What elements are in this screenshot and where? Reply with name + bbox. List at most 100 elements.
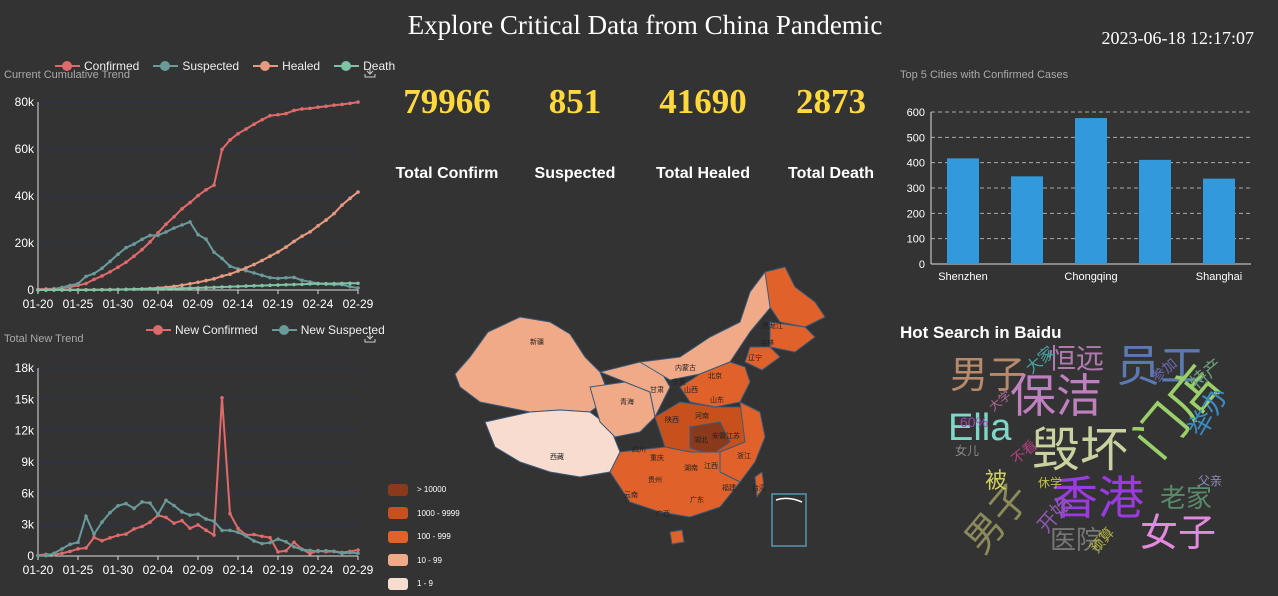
hot-word[interactable]: 女子 bbox=[1140, 513, 1217, 555]
data-point[interactable] bbox=[292, 239, 296, 244]
data-point[interactable] bbox=[252, 532, 256, 537]
data-point[interactable] bbox=[276, 250, 280, 254]
data-point[interactable] bbox=[308, 282, 312, 286]
data-point[interactable] bbox=[156, 512, 160, 517]
data-point[interactable] bbox=[132, 506, 136, 511]
bar[interactable] bbox=[1203, 178, 1235, 264]
data-point[interactable] bbox=[356, 190, 360, 194]
data-point[interactable] bbox=[356, 286, 360, 290]
data-point[interactable] bbox=[340, 551, 344, 556]
data-point[interactable] bbox=[212, 519, 216, 523]
data-point[interactable] bbox=[292, 282, 296, 287]
data-point[interactable] bbox=[164, 515, 168, 520]
map-legend-item[interactable]: > 10000 bbox=[388, 478, 460, 502]
data-point[interactable] bbox=[212, 183, 216, 187]
china-map[interactable]: 新疆 西藏 青海 甘肃 内蒙古 黑龙江 吉林 辽宁 北京 宁夏 山西 山东 陕西… bbox=[450, 262, 850, 552]
data-point[interactable] bbox=[92, 287, 96, 292]
data-point[interactable] bbox=[124, 287, 128, 292]
data-point[interactable] bbox=[116, 503, 120, 508]
data-point[interactable] bbox=[108, 270, 112, 274]
bar[interactable] bbox=[1011, 176, 1043, 264]
data-point[interactable] bbox=[276, 276, 280, 281]
data-point[interactable] bbox=[236, 269, 240, 273]
data-point[interactable] bbox=[260, 283, 264, 288]
data-point[interactable] bbox=[148, 233, 152, 238]
data-point[interactable] bbox=[204, 237, 208, 241]
data-point[interactable] bbox=[36, 288, 40, 292]
data-point[interactable] bbox=[180, 223, 184, 227]
hot-word[interactable]: 休学 bbox=[1038, 476, 1063, 490]
data-point[interactable] bbox=[188, 281, 192, 286]
data-point[interactable] bbox=[204, 285, 208, 290]
data-point[interactable] bbox=[284, 245, 288, 249]
province-south[interactable] bbox=[609, 446, 741, 518]
data-point[interactable] bbox=[268, 254, 272, 259]
province-hubei[interactable] bbox=[689, 421, 731, 455]
data-point[interactable] bbox=[76, 547, 80, 551]
data-point[interactable] bbox=[68, 288, 72, 292]
data-point[interactable] bbox=[196, 523, 200, 527]
data-point[interactable] bbox=[196, 512, 200, 516]
data-point[interactable] bbox=[76, 540, 80, 545]
data-point[interactable] bbox=[308, 106, 312, 111]
data-point[interactable] bbox=[236, 530, 240, 535]
data-point[interactable] bbox=[276, 283, 280, 287]
data-point[interactable] bbox=[84, 546, 88, 550]
province-taiwan[interactable] bbox=[754, 471, 765, 498]
data-point[interactable] bbox=[52, 288, 56, 292]
data-point[interactable] bbox=[260, 541, 264, 546]
data-point[interactable] bbox=[44, 553, 48, 558]
hot-word[interactable]: 香港 bbox=[1052, 472, 1144, 524]
data-point[interactable] bbox=[300, 107, 304, 111]
data-point[interactable] bbox=[292, 275, 296, 280]
data-point[interactable] bbox=[156, 231, 160, 235]
data-point[interactable] bbox=[292, 544, 296, 549]
data-point[interactable] bbox=[348, 281, 352, 286]
data-point[interactable] bbox=[196, 280, 200, 285]
data-point[interactable] bbox=[220, 395, 224, 400]
data-point[interactable] bbox=[332, 281, 336, 286]
data-point[interactable] bbox=[92, 535, 96, 540]
data-point[interactable] bbox=[316, 281, 320, 286]
data-point[interactable] bbox=[228, 528, 232, 533]
data-point[interactable] bbox=[36, 553, 40, 558]
data-point[interactable] bbox=[204, 517, 208, 521]
data-point[interactable] bbox=[140, 500, 144, 504]
hot-word[interactable]: 老家 bbox=[1160, 483, 1213, 513]
data-point[interactable] bbox=[284, 275, 288, 280]
data-point[interactable] bbox=[300, 234, 304, 239]
data-point[interactable] bbox=[76, 288, 80, 292]
legend-item[interactable]: Healed bbox=[253, 59, 320, 73]
data-point[interactable] bbox=[100, 538, 104, 543]
legend-item[interactable]: New Confirmed bbox=[146, 323, 258, 337]
data-point[interactable] bbox=[124, 260, 128, 265]
data-point[interactable] bbox=[348, 284, 352, 289]
download-icon[interactable] bbox=[364, 331, 376, 343]
hot-word[interactable]: 恒远 bbox=[1048, 345, 1105, 374]
data-point[interactable] bbox=[148, 520, 152, 525]
data-point[interactable] bbox=[92, 271, 96, 276]
province-xinjiang[interactable] bbox=[454, 316, 611, 413]
data-point[interactable] bbox=[268, 535, 272, 540]
province-hainan[interactable] bbox=[669, 529, 685, 545]
data-point[interactable] bbox=[204, 528, 208, 533]
data-point[interactable] bbox=[276, 550, 280, 554]
data-point[interactable] bbox=[60, 288, 64, 292]
data-point[interactable] bbox=[52, 551, 56, 556]
data-point[interactable] bbox=[252, 539, 256, 543]
data-point[interactable] bbox=[92, 277, 96, 282]
data-point[interactable] bbox=[308, 551, 312, 556]
map-legend-item[interactable]: 1 - 9 bbox=[388, 572, 460, 596]
legend-item[interactable]: Suspected bbox=[153, 59, 239, 73]
download-icon[interactable] bbox=[364, 66, 376, 78]
data-point[interactable] bbox=[172, 286, 176, 291]
data-point[interactable] bbox=[228, 272, 232, 277]
data-point[interactable] bbox=[100, 287, 104, 292]
data-point[interactable] bbox=[236, 526, 240, 531]
map-legend-item[interactable]: 100 - 999 bbox=[388, 525, 460, 549]
data-point[interactable] bbox=[60, 547, 64, 551]
data-point[interactable] bbox=[100, 274, 104, 278]
data-point[interactable] bbox=[140, 237, 144, 242]
map-legend-item[interactable]: 1000 - 9999 bbox=[388, 502, 460, 526]
data-point[interactable] bbox=[308, 230, 312, 234]
